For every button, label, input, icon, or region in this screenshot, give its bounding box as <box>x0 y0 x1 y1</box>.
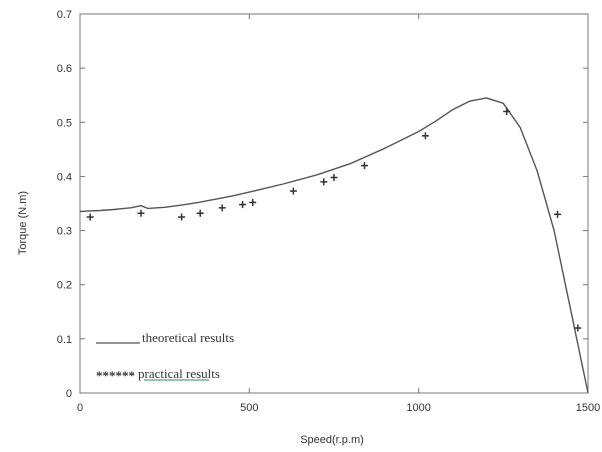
y-tick-label: 0.6 <box>57 63 72 75</box>
legend-marker-swatch: ****** <box>96 368 135 383</box>
practical-data-point <box>554 210 562 218</box>
y-tick-label: 0.1 <box>57 334 72 346</box>
y-tick-label: 0.5 <box>57 117 72 129</box>
x-tick-label: 1500 <box>576 402 600 414</box>
legend-item-practical: ****** practical results <box>96 366 220 383</box>
plot-frame <box>79 13 589 394</box>
y-tick-label: 0.4 <box>57 171 72 183</box>
practical-data-point <box>218 204 226 212</box>
practical-data-point <box>196 209 204 217</box>
theoretical-results-line <box>79 97 589 394</box>
x-tick-label: 1000 <box>406 402 430 414</box>
y-tick-label: 0.7 <box>57 9 72 21</box>
y-tick-label: 0 <box>66 388 72 400</box>
y-axis-ticks: 0 0.1 0.2 0.3 0.4 0.5 0.6 0.7 <box>57 9 588 400</box>
practical-data-point <box>137 209 145 217</box>
practical-data-point <box>289 187 297 195</box>
x-tick-label: 500 <box>240 402 258 414</box>
practical-data-point <box>320 178 328 186</box>
legend-item-theoretical: theoretical results <box>96 330 234 345</box>
y-tick-label: 0.3 <box>57 226 72 238</box>
practical-results-points <box>86 107 582 332</box>
practical-data-point <box>178 213 186 221</box>
practical-data-point <box>360 162 368 170</box>
x-axis-label: Speed(r.p.m) <box>300 434 364 446</box>
practical-data-point <box>503 107 511 115</box>
practical-data-point <box>574 324 582 332</box>
x-tick-label: 0 <box>77 402 83 414</box>
practical-data-point <box>421 132 429 140</box>
series-layer <box>79 97 589 394</box>
practical-data-point <box>86 213 94 221</box>
y-tick-label: 0.2 <box>57 280 72 292</box>
y-axis-label: Torque (N.m) <box>17 191 29 255</box>
legend-label-practical: practical results <box>138 366 220 381</box>
practical-data-point <box>330 174 338 182</box>
legend-label-theoretical: theoretical results <box>142 330 234 345</box>
practical-data-point <box>249 198 257 206</box>
legend: theoretical results ****** practical resu… <box>96 330 234 383</box>
practical-data-point <box>239 201 247 209</box>
plot-border <box>79 13 589 394</box>
